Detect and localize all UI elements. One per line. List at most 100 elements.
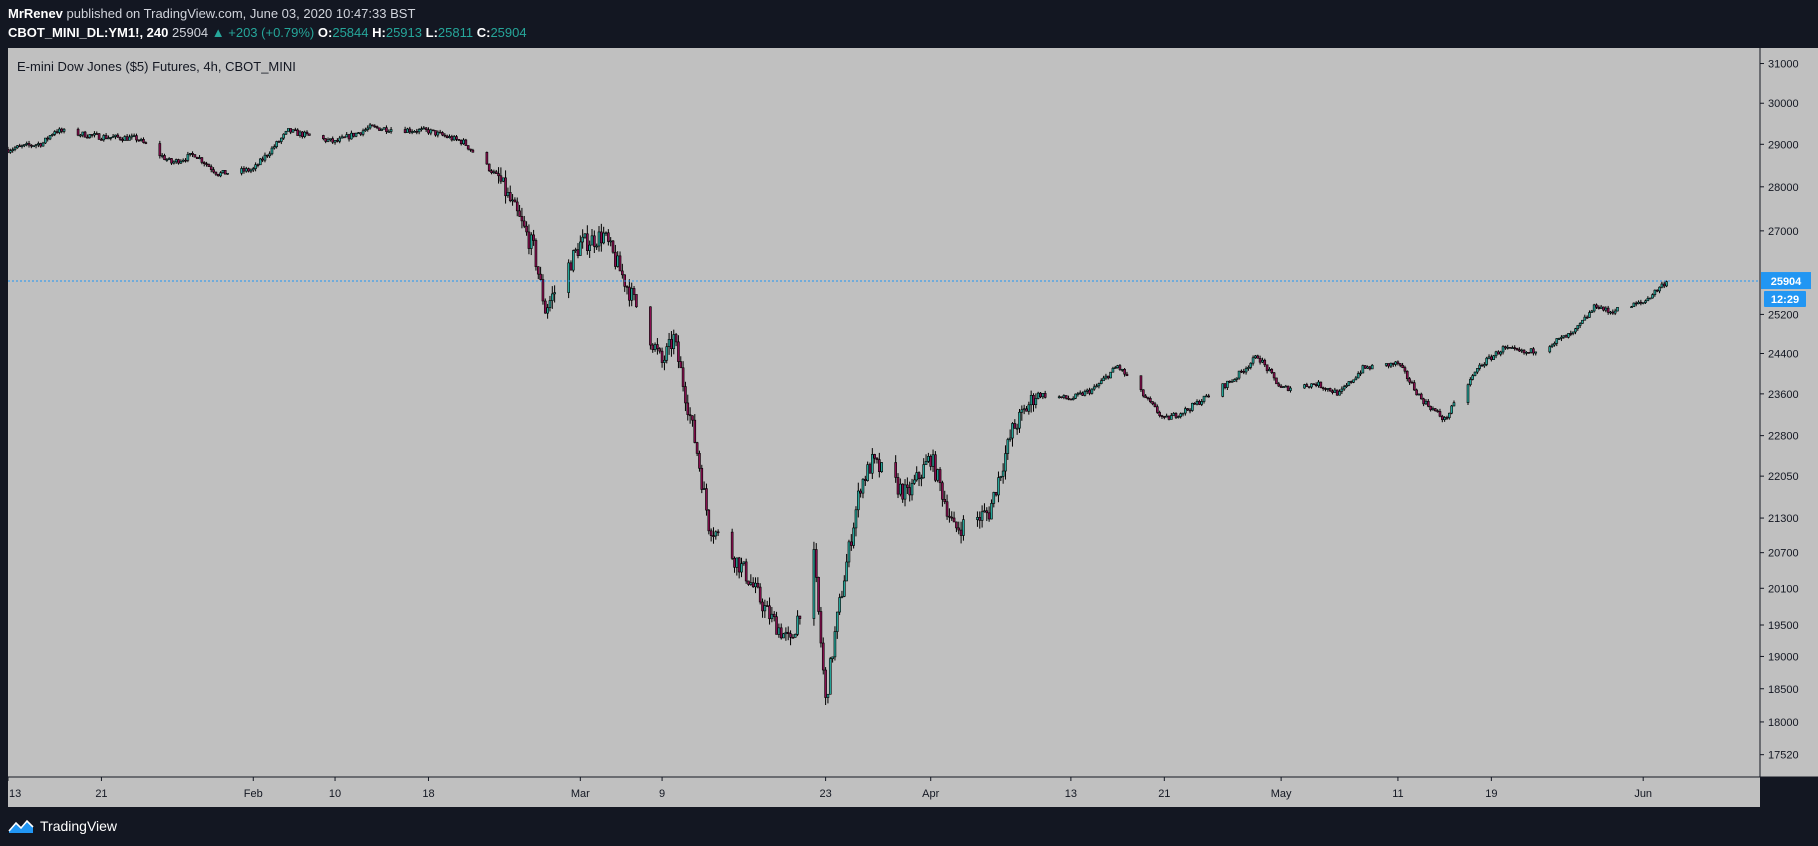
candle-body xyxy=(518,210,521,217)
candle-body xyxy=(1583,316,1587,321)
plot-area[interactable] xyxy=(8,48,1760,777)
x-tick-label: Feb xyxy=(244,788,263,800)
candle-body xyxy=(1429,405,1432,411)
candle-body xyxy=(23,144,26,146)
candle-body xyxy=(30,144,33,147)
candle-body xyxy=(962,519,965,536)
candle-body xyxy=(1534,351,1538,354)
candle-body xyxy=(567,262,570,293)
candle-body xyxy=(679,361,683,369)
y-tick-label: 18500 xyxy=(1768,684,1799,696)
candle-body xyxy=(1321,387,1325,389)
candle-body xyxy=(1022,408,1026,411)
candle-body xyxy=(1113,367,1117,369)
candle-body xyxy=(1476,368,1479,373)
candle-body xyxy=(917,472,921,479)
candle-body xyxy=(221,170,225,174)
y-tick-label: 22800 xyxy=(1768,431,1799,443)
y-tick-label: 27000 xyxy=(1768,226,1799,238)
candle-body xyxy=(277,141,281,143)
candle-body xyxy=(1403,367,1407,372)
candle-body xyxy=(586,233,589,251)
candle-body xyxy=(466,145,470,150)
ohlc-bar: CBOT_MINI_DL:YM1!, 240 25904 ▲ +203 (+0.… xyxy=(8,25,527,40)
candle-body xyxy=(494,171,498,174)
candle-body xyxy=(1356,373,1360,379)
open-value: 25844 xyxy=(332,25,369,40)
candle-body xyxy=(628,286,631,301)
candle-body xyxy=(546,307,549,314)
candle-body xyxy=(1436,410,1439,413)
x-tick-label: 11 xyxy=(1392,788,1403,800)
candle-body xyxy=(95,133,99,135)
candle-body xyxy=(1085,389,1089,392)
price-axis[interactable] xyxy=(1760,48,1818,777)
candle-body xyxy=(308,133,311,136)
candle-body xyxy=(957,527,961,531)
candle-body xyxy=(198,157,201,159)
candle-body xyxy=(1186,408,1189,411)
candle-body xyxy=(908,487,911,496)
candle-body xyxy=(380,128,384,131)
candle-body xyxy=(1251,357,1255,364)
candle-body xyxy=(749,582,753,585)
candle-body xyxy=(859,490,862,494)
candle-body xyxy=(987,512,991,520)
candle-body xyxy=(263,154,267,161)
candle-body xyxy=(525,225,528,233)
candle-body xyxy=(838,597,841,613)
chart-container[interactable]: E-mini Dow Jones ($5) Futures, 4h, CBOT_… xyxy=(8,48,1818,807)
candle-body xyxy=(170,158,173,164)
y-tick-label: 19500 xyxy=(1768,620,1799,632)
candle-body xyxy=(1240,370,1243,373)
candle-body xyxy=(1412,382,1416,391)
candle-body xyxy=(1226,380,1229,388)
candle-body xyxy=(625,286,629,288)
candle-body xyxy=(41,142,45,147)
symbol-label: CBOT_MINI_DL:YM1!, 240 xyxy=(8,25,169,40)
y-tick-label: 24400 xyxy=(1768,348,1799,360)
candle-body xyxy=(1328,388,1332,392)
candle-body xyxy=(452,136,456,141)
candle-body xyxy=(529,234,533,249)
candle-body xyxy=(354,132,358,137)
candle-body xyxy=(849,541,853,546)
candle-body xyxy=(284,130,288,135)
candle-body xyxy=(333,140,337,143)
candle-body xyxy=(121,139,124,141)
candle-body xyxy=(1370,364,1374,370)
candle-body xyxy=(34,144,38,147)
candle-body xyxy=(1029,394,1033,406)
candle-body xyxy=(768,605,771,620)
candle-body xyxy=(812,549,816,619)
candle-body xyxy=(81,131,85,136)
candle-body xyxy=(378,127,381,131)
candle-body xyxy=(693,419,697,443)
candle-body xyxy=(373,125,377,128)
candle-body xyxy=(733,558,736,568)
candle-body xyxy=(410,131,414,133)
close-value: 25904 xyxy=(490,25,527,40)
candle-body xyxy=(522,220,526,227)
candle-body xyxy=(677,341,680,362)
candle-body xyxy=(1508,347,1512,349)
candle-body xyxy=(1160,415,1164,417)
candle-body xyxy=(595,245,598,248)
candle-body xyxy=(385,127,388,132)
candlestick-chart[interactable]: E-mini Dow Jones ($5) Futures, 4h, CBOT_… xyxy=(8,48,1818,807)
time-axis[interactable] xyxy=(8,777,1760,807)
candle-body xyxy=(1123,369,1126,375)
candle-body xyxy=(574,249,577,251)
candle-body xyxy=(429,129,433,134)
candle-body xyxy=(27,143,31,146)
candle-body xyxy=(651,344,655,350)
candle-body xyxy=(1233,379,1236,382)
candle-body xyxy=(125,136,129,141)
candle-body xyxy=(532,234,535,241)
footer-brand[interactable]: TradingView xyxy=(8,815,117,837)
candle-body xyxy=(609,240,612,243)
candle-body xyxy=(242,168,246,172)
candle-body xyxy=(219,172,222,177)
author-name[interactable]: MrRenev xyxy=(8,6,63,21)
candle-body xyxy=(1490,356,1493,360)
